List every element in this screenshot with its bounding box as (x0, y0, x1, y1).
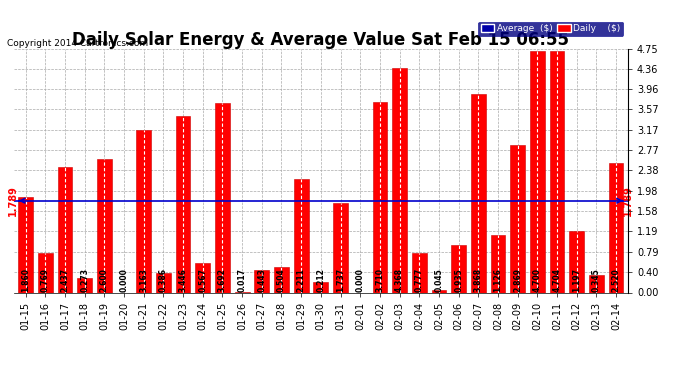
Text: 0.000: 0.000 (356, 268, 365, 292)
Text: 3.868: 3.868 (474, 268, 483, 292)
Text: 0.386: 0.386 (159, 268, 168, 292)
Bar (471, 94, 486, 292)
Bar (333, 203, 348, 292)
Text: 1.737: 1.737 (336, 268, 345, 292)
Text: 1.126: 1.126 (493, 268, 502, 292)
Bar (431, 290, 446, 292)
Bar (412, 253, 426, 292)
Text: 4.700: 4.700 (533, 268, 542, 292)
Bar (550, 51, 564, 292)
Bar (589, 275, 604, 292)
Bar (373, 102, 387, 292)
Text: 2.869: 2.869 (513, 268, 522, 292)
Bar (451, 244, 466, 292)
Text: 3.163: 3.163 (139, 268, 148, 292)
Bar (215, 103, 230, 292)
Text: 0.777: 0.777 (415, 268, 424, 292)
Legend: Average  ($), Daily    ($): Average ($), Daily ($) (478, 22, 623, 36)
Text: 0.273: 0.273 (80, 268, 89, 292)
Text: 0.345: 0.345 (592, 268, 601, 292)
Text: 2.437: 2.437 (61, 268, 70, 292)
Text: 0.017: 0.017 (237, 268, 246, 292)
Text: 1.789: 1.789 (623, 185, 633, 216)
Bar (491, 235, 505, 292)
Text: 1.860: 1.860 (21, 268, 30, 292)
Text: 0.443: 0.443 (257, 268, 266, 292)
Text: 0.504: 0.504 (277, 268, 286, 292)
Text: 0.045: 0.045 (435, 268, 444, 292)
Text: 1.197: 1.197 (572, 268, 581, 292)
Bar (176, 116, 190, 292)
Bar (57, 168, 72, 292)
Bar (313, 282, 328, 292)
Bar (195, 263, 210, 292)
Bar (274, 267, 289, 292)
Text: 1.789: 1.789 (8, 185, 19, 216)
Bar (255, 270, 269, 292)
Text: 0.212: 0.212 (316, 268, 326, 292)
Bar (294, 179, 308, 292)
Text: Copyright 2014 Cartronics.com: Copyright 2014 Cartronics.com (7, 39, 148, 48)
Text: 4.704: 4.704 (553, 268, 562, 292)
Bar (530, 51, 544, 292)
Bar (18, 197, 33, 292)
Text: 3.446: 3.446 (179, 268, 188, 292)
Bar (609, 163, 624, 292)
Title: Daily Solar Energy & Average Value Sat Feb 15 06:55: Daily Solar Energy & Average Value Sat F… (72, 31, 569, 49)
Text: 4.368: 4.368 (395, 268, 404, 292)
Bar (97, 159, 112, 292)
Text: 3.710: 3.710 (375, 268, 384, 292)
Bar (156, 273, 170, 292)
Text: 2.600: 2.600 (100, 268, 109, 292)
Text: 0.935: 0.935 (454, 268, 463, 292)
Bar (77, 279, 92, 292)
Bar (511, 145, 525, 292)
Text: 2.211: 2.211 (297, 268, 306, 292)
Bar (569, 231, 584, 292)
Bar (38, 253, 52, 292)
Text: 0.567: 0.567 (198, 268, 207, 292)
Text: 2.520: 2.520 (611, 268, 620, 292)
Text: 0.769: 0.769 (41, 268, 50, 292)
Bar (137, 130, 151, 292)
Text: 3.692: 3.692 (218, 268, 227, 292)
Text: 0.000: 0.000 (119, 268, 128, 292)
Bar (392, 68, 407, 292)
